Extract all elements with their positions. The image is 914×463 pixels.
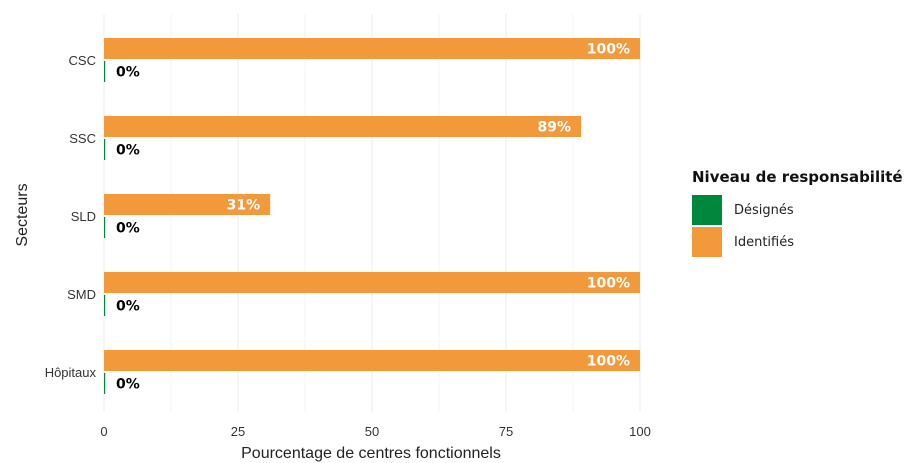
legend-title: Niveau de responsabilité xyxy=(692,168,903,186)
data-label-designes: 0% xyxy=(116,65,140,81)
bar-designes xyxy=(104,295,105,316)
y-axis-title: Secteurs xyxy=(14,183,31,246)
legend-swatch-designes xyxy=(692,195,722,225)
y-tick-label: Hôpitaux xyxy=(45,365,97,380)
y-tick-label: CSC xyxy=(69,53,96,68)
data-label-identifies: 100% xyxy=(587,276,630,292)
data-label-designes: 0% xyxy=(116,377,140,393)
data-label-identifies: 89% xyxy=(538,120,572,136)
bar-identifies xyxy=(104,116,581,137)
bar-designes xyxy=(104,61,105,82)
legend-item-identifies: Identifiés xyxy=(692,226,903,258)
bar-designes xyxy=(104,373,105,394)
x-tick-label: 25 xyxy=(231,424,245,439)
x-tick-label: 0 xyxy=(100,424,107,439)
legend-item-designes: Désignés xyxy=(692,194,903,226)
data-label-identifies: 31% xyxy=(227,198,261,214)
y-tick-label: SSC xyxy=(69,131,96,146)
legend-label-identifies: Identifiés xyxy=(734,235,794,250)
y-tick-label: SLD xyxy=(71,209,96,224)
data-label-designes: 0% xyxy=(116,221,140,237)
data-label-designes: 0% xyxy=(116,143,140,159)
x-tick-label: 50 xyxy=(365,424,379,439)
legend-swatch-identifies xyxy=(692,227,722,257)
x-tick-label: 75 xyxy=(499,424,513,439)
data-label-designes: 0% xyxy=(116,299,140,315)
data-label-identifies: 100% xyxy=(587,354,630,370)
bar-identifies xyxy=(104,38,640,59)
y-tick-label: SMD xyxy=(67,287,96,302)
data-labels-group: 100% 0% 89% 0% 31% 0% 100% 0% 100% 0% xyxy=(116,42,630,393)
bar-identifies xyxy=(104,272,640,293)
x-tick-label: 100 xyxy=(629,424,651,439)
legend-label-designes: Désignés xyxy=(734,203,794,218)
x-tick-labels: 0 25 50 75 100 xyxy=(100,424,650,439)
bar-identifies xyxy=(104,350,640,371)
y-tick-labels: CSC SSC SLD SMD Hôpitaux xyxy=(45,53,97,380)
data-label-identifies: 100% xyxy=(587,42,630,58)
bar-designes xyxy=(104,217,105,238)
bar-designes xyxy=(104,139,105,160)
legend: Niveau de responsabilité Désignés Identi… xyxy=(692,168,903,258)
x-axis-title: Pourcentage de centres fonctionnels xyxy=(241,445,501,462)
